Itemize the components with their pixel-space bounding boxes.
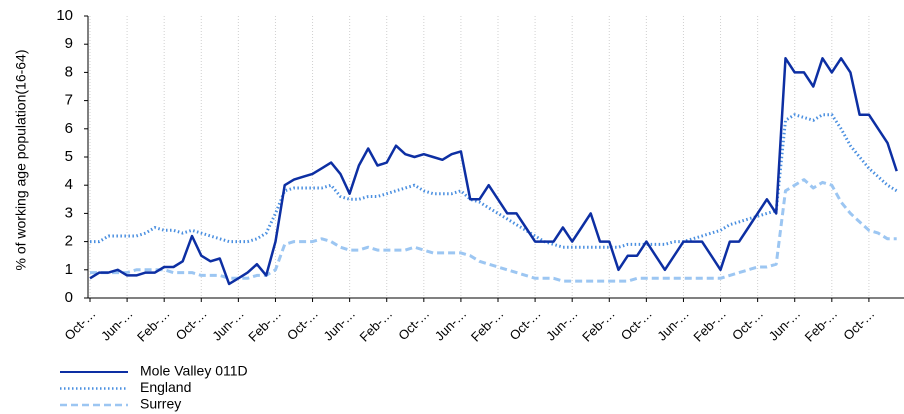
- y-tick-label: 5: [65, 148, 73, 165]
- x-tick-label: Jun-…: [766, 306, 804, 344]
- x-tick-label: Feb-…: [690, 306, 729, 345]
- x-tick-label: Feb-…: [245, 306, 284, 345]
- legend-label: Mole Valley 011D: [140, 363, 248, 379]
- x-tick-label: Oct-…: [618, 306, 655, 343]
- y-tick-label: 6: [65, 120, 73, 137]
- x-tick-label: Feb-…: [134, 306, 173, 345]
- x-tick-label: Oct-…: [61, 306, 98, 343]
- y-tick-label: 8: [65, 63, 73, 80]
- x-tick-label: Oct-…: [284, 306, 321, 343]
- x-tick-label: Oct-…: [173, 306, 210, 343]
- x-tick-label: Jun-…: [654, 306, 692, 344]
- x-tick-label: Jun-…: [432, 306, 470, 344]
- y-axis-label: % of working age population(16-64): [13, 49, 29, 270]
- series-line: [89, 57, 898, 286]
- series-line: [90, 113, 898, 249]
- x-tick-label: Oct-…: [729, 306, 766, 343]
- y-tick-label: 9: [65, 35, 73, 52]
- x-tick-label: Jun-…: [321, 306, 359, 344]
- x-tick-label: Oct-…: [506, 306, 543, 343]
- x-tick-label: Oct-…: [395, 306, 432, 343]
- x-tick-label: Feb-…: [357, 306, 396, 345]
- x-tick-label: Feb-…: [468, 306, 507, 345]
- y-tick-label: 4: [65, 176, 73, 193]
- legend-label: Surrey: [140, 396, 181, 412]
- y-tick-label: 3: [65, 204, 73, 221]
- y-tick-label: 7: [65, 92, 73, 109]
- y-tick-label: 0: [65, 289, 73, 306]
- x-tick-label: Jun-…: [543, 306, 581, 344]
- y-tick-label: 1: [65, 261, 73, 278]
- x-tick-label: Feb-…: [802, 306, 841, 345]
- y-tick-label: 10: [56, 7, 73, 24]
- x-tick-label: Jun-…: [98, 306, 136, 344]
- x-tick-label: Feb-…: [579, 306, 618, 345]
- legend-label: England: [140, 379, 191, 395]
- series-line: [90, 178, 897, 283]
- x-tick-label: Jun-…: [209, 306, 247, 344]
- y-tick-label: 2: [65, 233, 73, 250]
- x-tick-label: Oct-…: [840, 306, 877, 343]
